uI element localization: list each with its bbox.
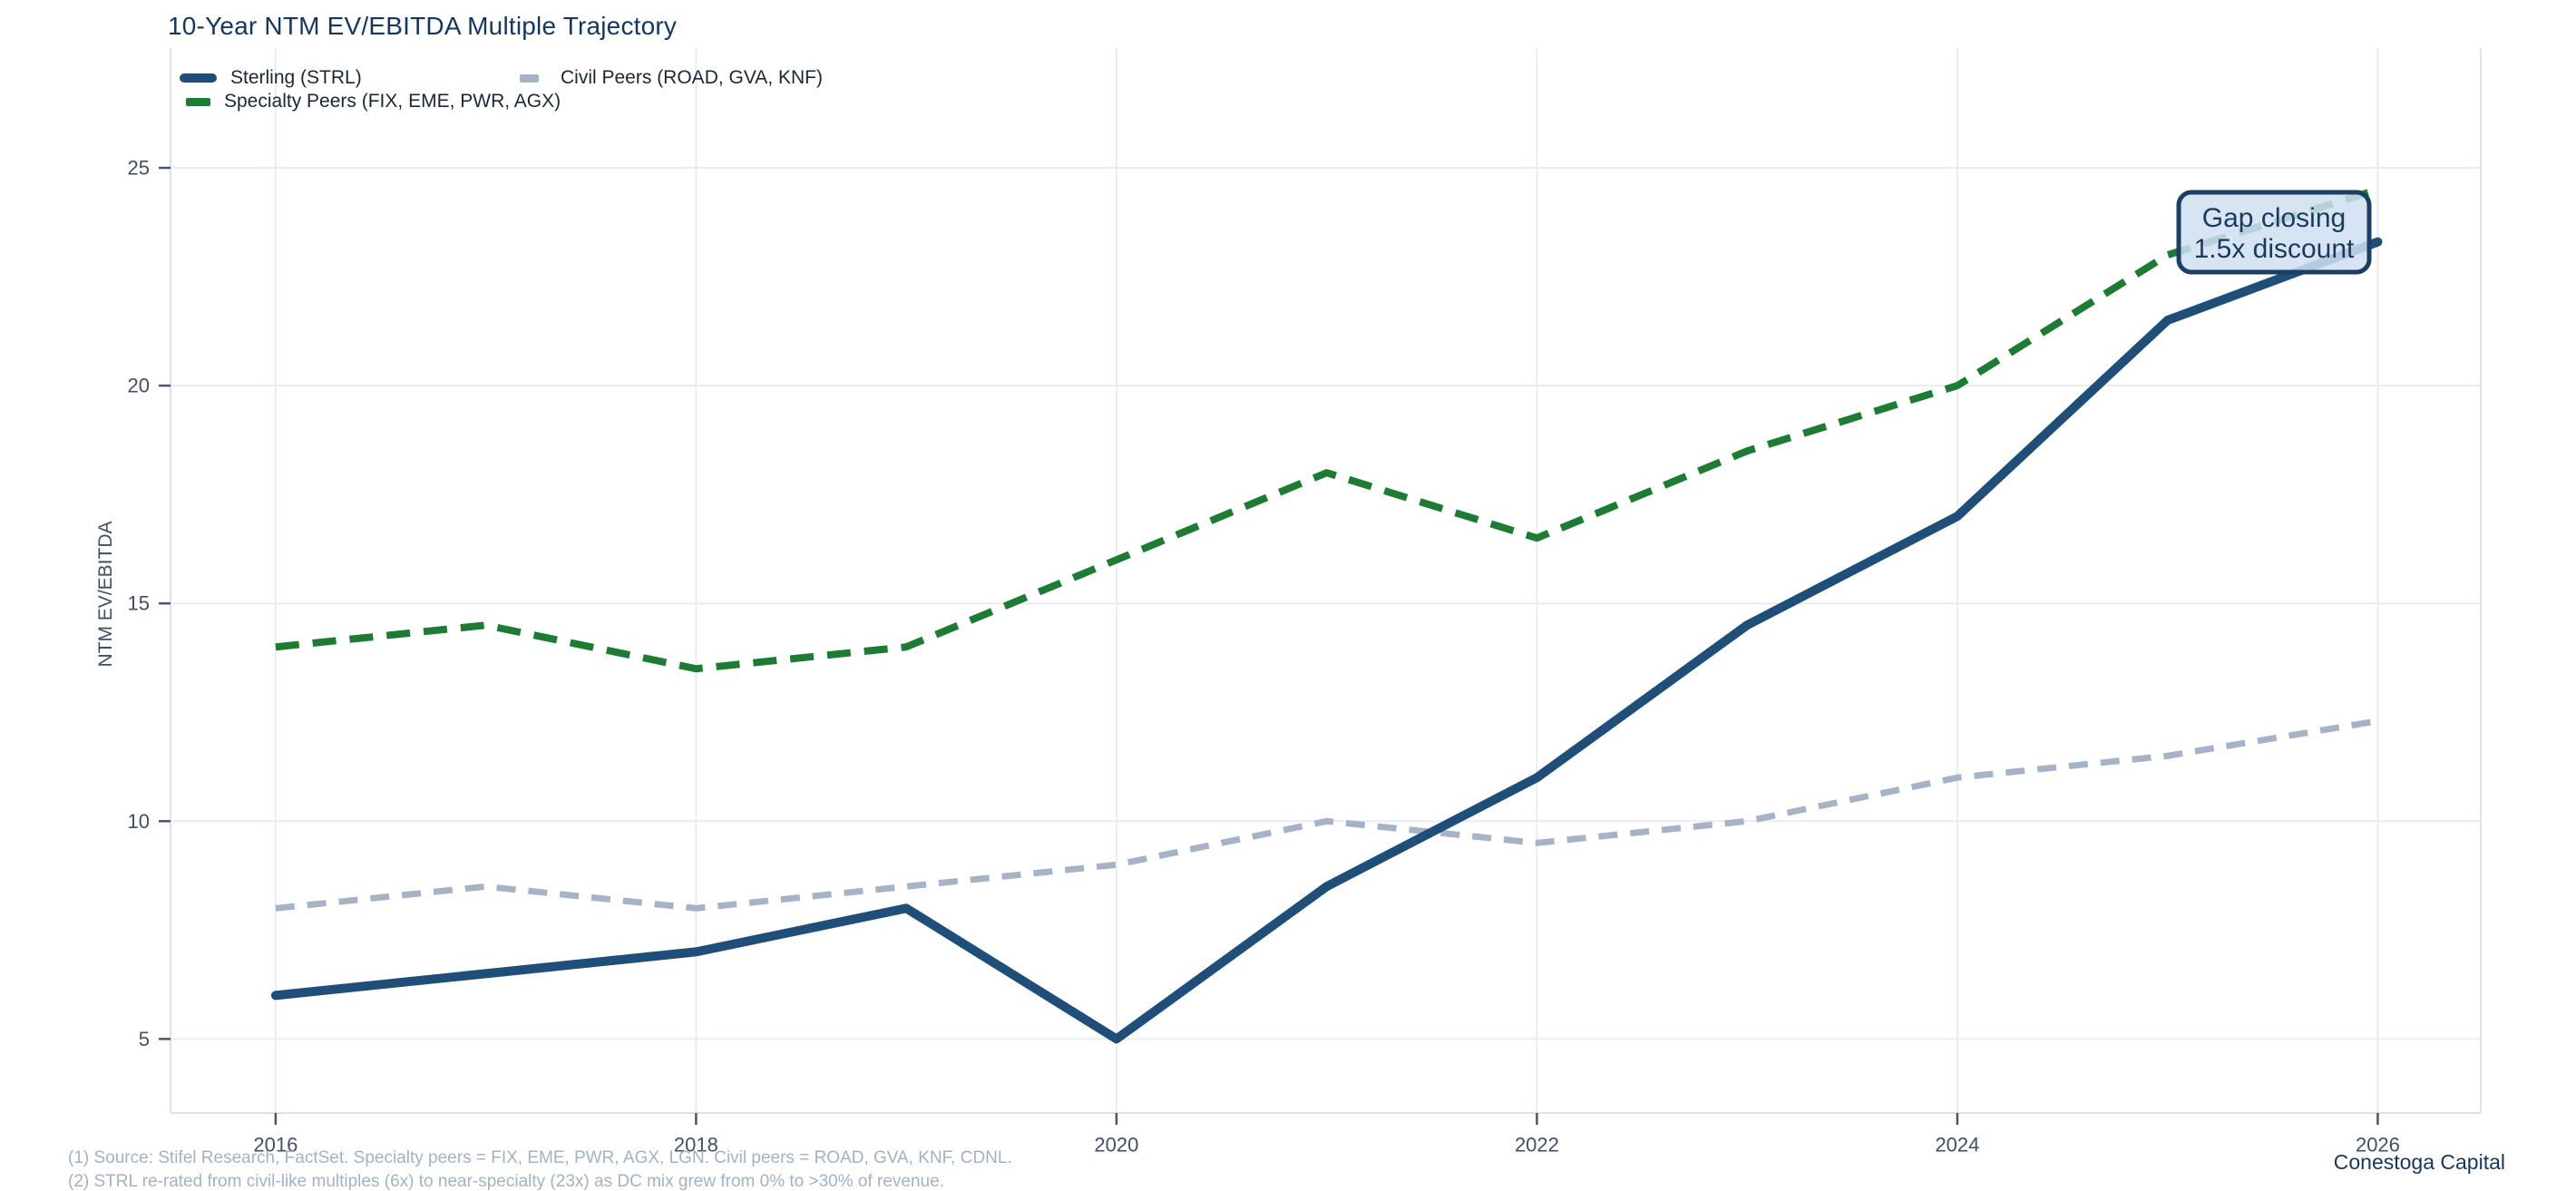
annotation-text-line2: 1.5x discount bbox=[2194, 234, 2355, 264]
y-tick-label: 5 bbox=[139, 1028, 150, 1050]
y-tick-label: 10 bbox=[128, 810, 150, 833]
y-axis-title: NTM EV/EBITDA bbox=[95, 521, 116, 668]
x-tick-label: 2026 bbox=[2356, 1134, 2400, 1157]
x-tick-label: 2020 bbox=[1094, 1134, 1138, 1157]
legend-item-sterling: Sterling (STRL) bbox=[180, 67, 362, 88]
series-line-specialty-peers bbox=[275, 186, 2379, 673]
legend-label-sterling: Sterling (STRL) bbox=[230, 67, 362, 88]
legend-item-specialty-peers: Specialty Peers (FIX, EME, PWR, AGX) bbox=[180, 91, 561, 112]
x-tick-label: 2024 bbox=[1935, 1134, 1979, 1157]
footnote-2: (2) STRL re-rated from civil-like multip… bbox=[68, 1172, 944, 1191]
legend-label-civil-peers: Civil Peers (ROAD, GVA, KNF) bbox=[561, 67, 823, 88]
annotation-text-line1: Gap closing bbox=[2202, 203, 2346, 233]
specialty-dash-swatch-icon bbox=[186, 97, 210, 106]
footnote-1: (1) Source: Stifel Research, FactSet. Sp… bbox=[68, 1148, 1012, 1167]
sterling-line-swatch-icon bbox=[180, 73, 217, 83]
page-title: 10-Year NTM EV/EBITDA Multiple Trajector… bbox=[168, 12, 678, 40]
x-tick-label: 2016 bbox=[253, 1134, 298, 1157]
branding-conestoga-capital: Conestoga Capital bbox=[2333, 1150, 2505, 1174]
legend-label-specialty-peers: Specialty Peers (FIX, EME, PWR, AGX) bbox=[224, 91, 561, 112]
series-line-sterling bbox=[270, 237, 2383, 1044]
x-tick-label: 2022 bbox=[1515, 1134, 1559, 1157]
y-tick-label: 25 bbox=[128, 157, 150, 180]
y-tick-label: 20 bbox=[128, 375, 150, 397]
series-line-civil-peers bbox=[275, 718, 2379, 912]
legend-item-civil-peers: Civil Peers (ROAD, GVA, KNF) bbox=[520, 67, 823, 88]
x-tick-label: 2018 bbox=[674, 1134, 718, 1157]
y-tick-label: 15 bbox=[128, 592, 150, 615]
annotation-box bbox=[2176, 190, 2372, 275]
civil-dash-swatch-icon bbox=[520, 73, 539, 83]
